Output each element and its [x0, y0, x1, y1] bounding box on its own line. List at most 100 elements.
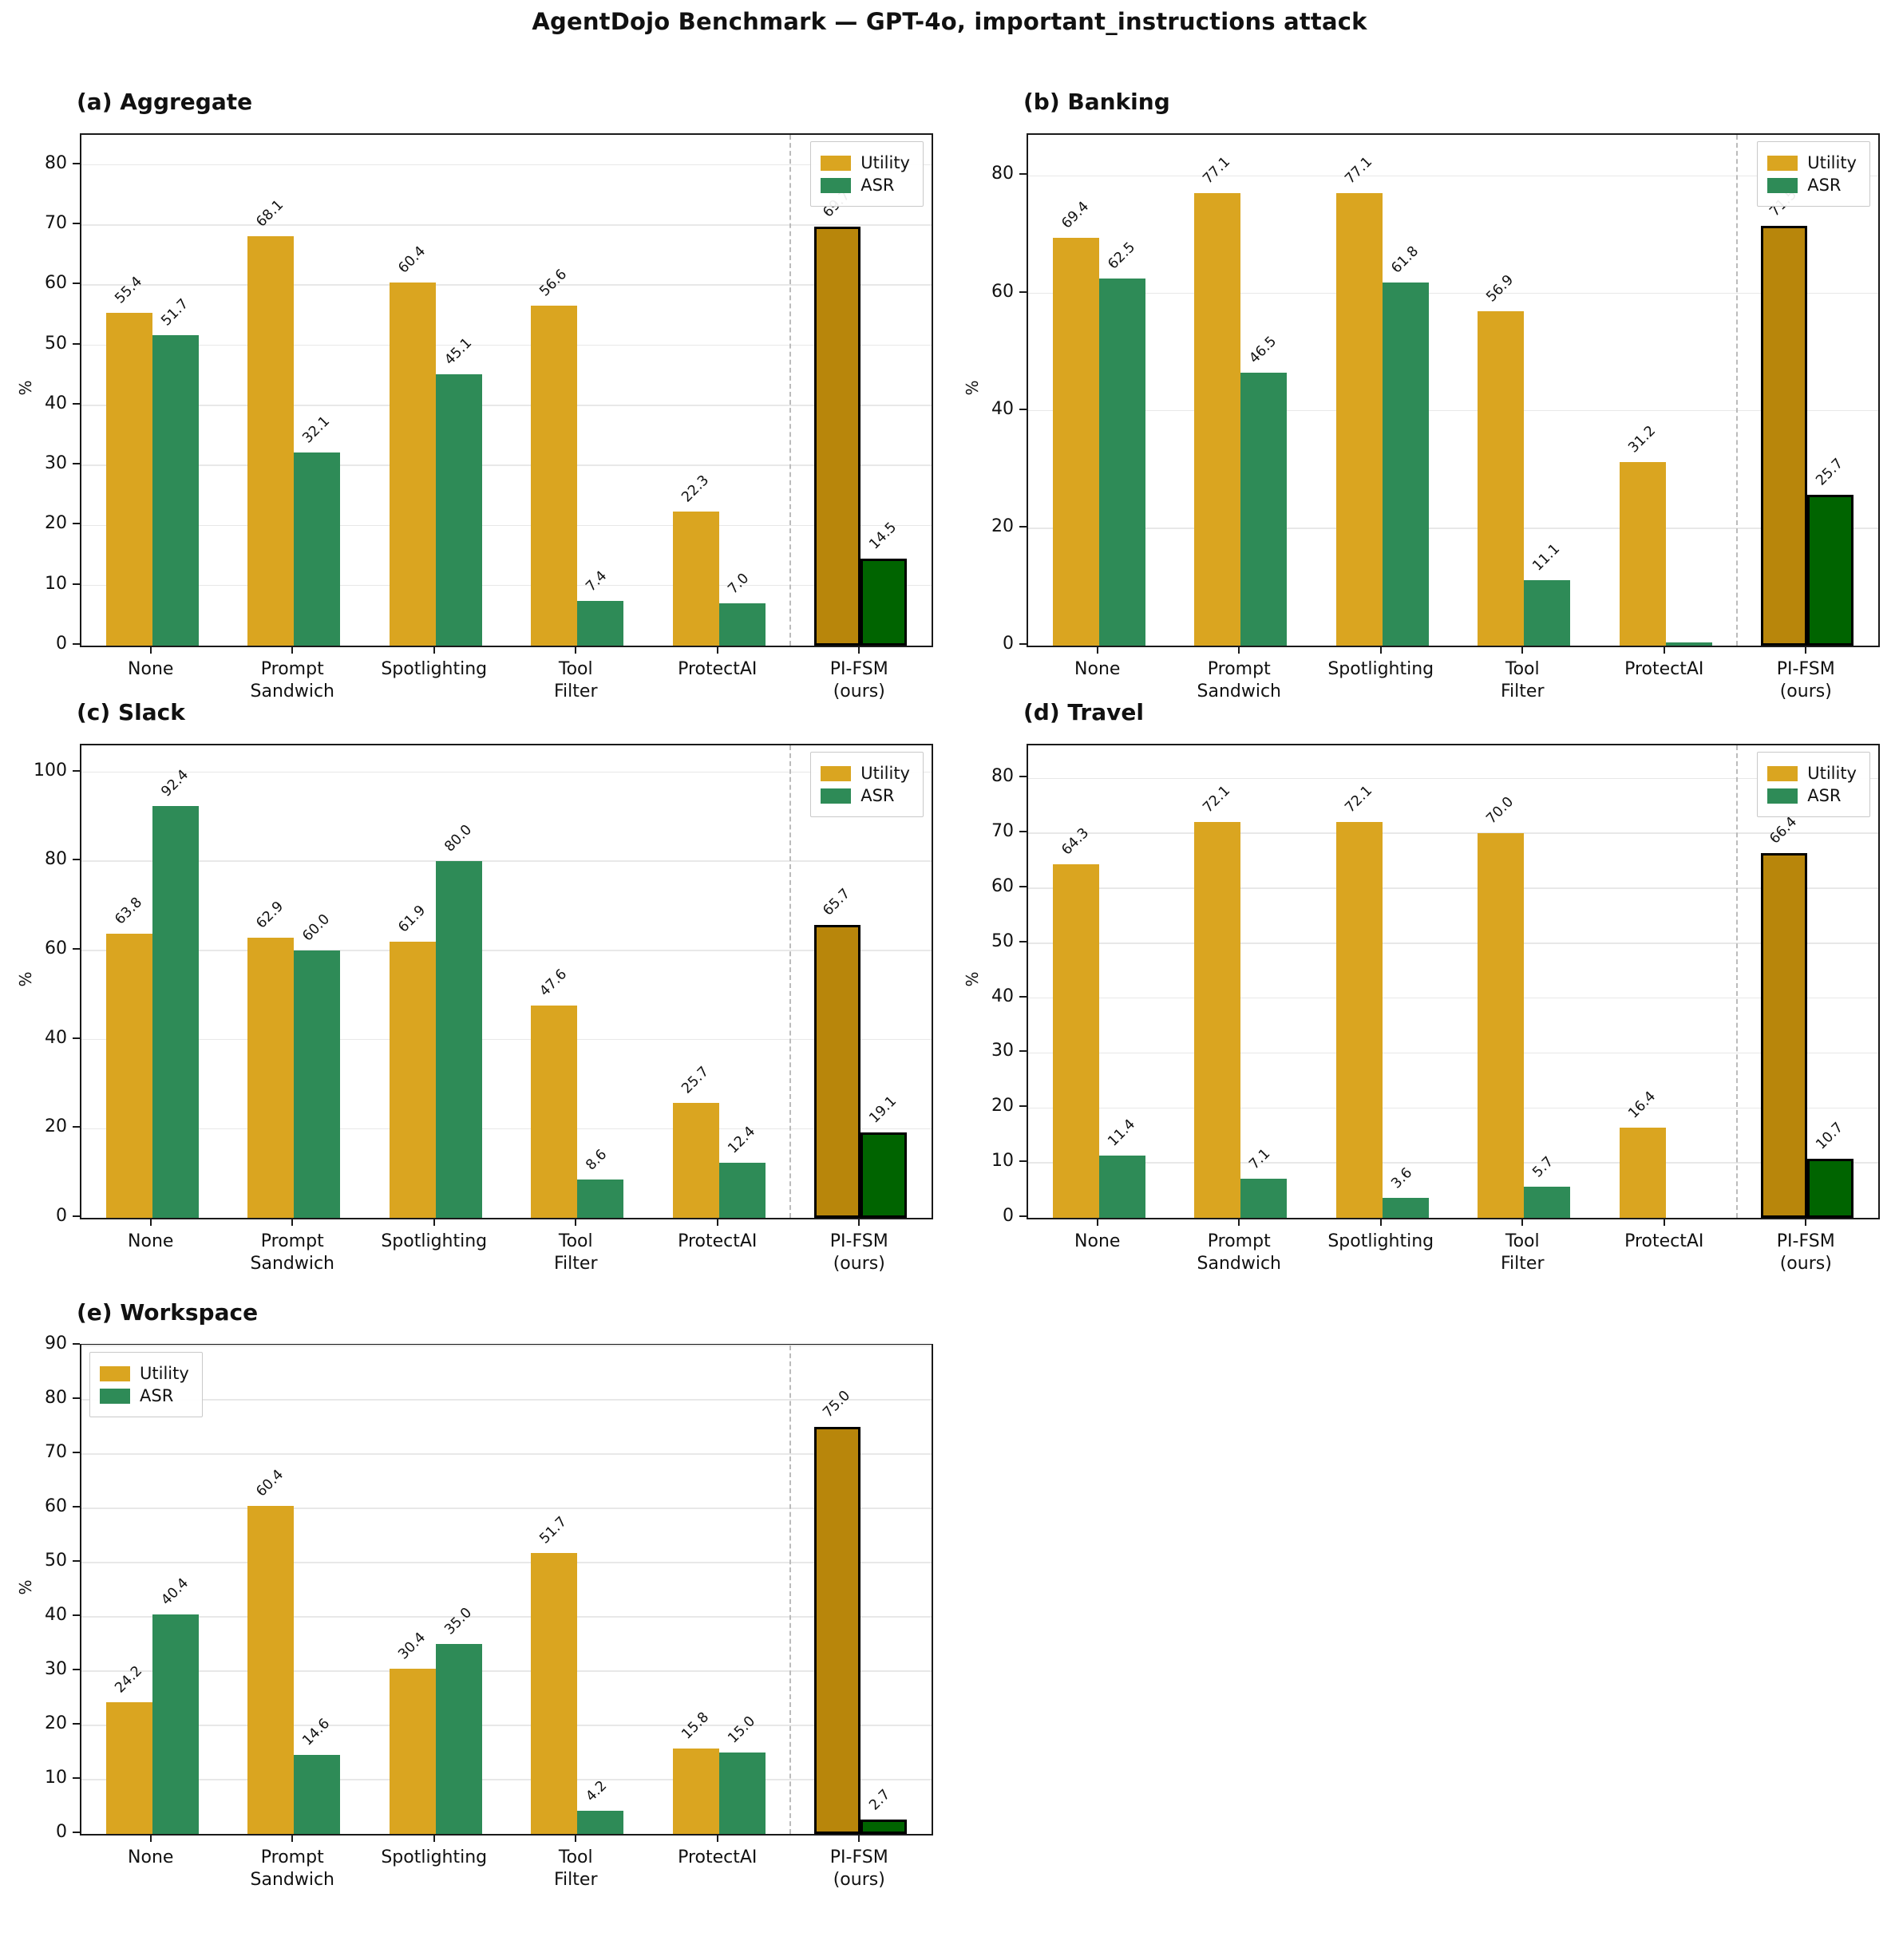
bar-utility-tool-filter [531, 1553, 578, 1834]
y-tick-mark [73, 1215, 80, 1217]
legend-row-asr: ASR [821, 786, 910, 805]
gridline [81, 950, 932, 951]
panel-c-slack: (c) Slack 63.8 92.4 62.9 60.0 61.9 80.0 47.6 8.6… [0, 686, 949, 1344]
bar-value-label: 4.2 [583, 1778, 611, 1806]
x-tick-mark [149, 1218, 152, 1226]
y-tick-label: 80 [45, 1388, 67, 1408]
y-tick-mark [1019, 885, 1027, 887]
bar-value-label: 77.1 [1200, 153, 1234, 188]
bar-asr-protectai [718, 603, 766, 646]
x-tick-label-line: Prompt [260, 1231, 324, 1251]
x-tick-label-line: (ours) [1779, 1254, 1832, 1274]
bar-value-label: 16.4 [1625, 1088, 1659, 1122]
bar-value-label: 40.4 [158, 1575, 192, 1609]
bar-value-label: 75.0 [820, 1387, 854, 1421]
x-tick-label-line: Spotlighting [1327, 1231, 1434, 1251]
gridline [81, 584, 932, 587]
gridline [81, 464, 932, 466]
x-tick-label-line: None [128, 659, 174, 679]
bar-asr-spotlighting [435, 374, 482, 646]
x-tick-label-none: None [1010, 1231, 1185, 1253]
x-tick-mark [1238, 1218, 1240, 1226]
gridline [1028, 942, 1878, 944]
separator-line [789, 745, 791, 1218]
gridline [81, 405, 932, 406]
y-tick-label: 60 [991, 875, 1014, 896]
y-tick-label: 60 [45, 273, 67, 294]
x-tick-label-spotlighting: Spotlighting [346, 658, 522, 681]
bar-value-label: 51.7 [536, 1514, 571, 1548]
y-tick-label: 80 [991, 164, 1014, 184]
bar-asr-pi-fsm-ours [860, 1132, 908, 1218]
legend-swatch-asr [100, 1388, 130, 1404]
bar-utility-spotlighting [389, 1669, 436, 1834]
y-tick-label: 10 [45, 1768, 67, 1788]
bar-asr-pi-fsm-ours [860, 1819, 908, 1834]
legend: Utility ASR [89, 1352, 203, 1417]
legend-swatch-asr [1767, 177, 1798, 193]
legend-swatch-asr [821, 177, 852, 193]
bar-utility-none [1052, 238, 1099, 646]
x-tick-mark [149, 646, 152, 654]
bar-value-label: 30.4 [395, 1630, 429, 1663]
bar-value-label: 15.8 [678, 1709, 712, 1743]
bar-asr-none [1098, 279, 1145, 646]
legend-row-utility: Utility [1767, 153, 1857, 172]
y-tick-mark [73, 643, 80, 645]
x-tick-label-prompt-sandwich: Prompt Sandwich [1151, 658, 1327, 703]
y-tick-label: 40 [45, 1605, 67, 1625]
gridline [1028, 997, 1878, 999]
plot-area: 24.2 40.4 60.4 14.6 30.4 35.0 51.7 4.2 15.8 15.0 7… [80, 1344, 933, 1836]
y-tick-mark [1019, 995, 1027, 998]
bar-utility-tool-filter [1478, 311, 1525, 646]
bar-utility-protectai [672, 512, 719, 646]
legend-label-asr: ASR [1807, 176, 1842, 195]
y-tick-label: 70 [991, 821, 1014, 842]
gridline [1028, 175, 1878, 177]
bar-utility-none [105, 312, 152, 646]
x-tick-label-pi-fsm-ours: PI-FSM (ours) [1718, 1231, 1893, 1275]
y-tick-label: 30 [991, 1041, 1014, 1061]
bar-utility-protectai [672, 1748, 719, 1834]
y-tick-label: 30 [45, 453, 67, 474]
legend-label-utility: Utility [860, 764, 910, 783]
x-tick-mark [1805, 646, 1807, 654]
y-tick-label: 50 [45, 333, 67, 354]
x-tick-label-tool-filter: Tool Filter [1434, 658, 1610, 703]
y-tick-mark [1019, 408, 1027, 410]
bar-value-label: 45.1 [441, 335, 475, 369]
bar-value-label: 51.7 [158, 295, 192, 330]
y-tick-mark [73, 769, 80, 772]
bar-value-label: 24.2 [112, 1663, 145, 1697]
bar-value-label: 46.5 [1246, 333, 1280, 367]
y-tick-label: 70 [45, 212, 67, 233]
y-tick-label: 100 [34, 760, 67, 780]
y-tick-mark [73, 523, 80, 525]
bar-asr-protectai [718, 1753, 766, 1834]
y-tick-label: 80 [45, 849, 67, 870]
bar-value-label: 14.6 [299, 1715, 334, 1749]
legend-swatch-utility [1767, 765, 1798, 781]
y-tick-label: 0 [56, 1206, 67, 1226]
separator-line [1735, 135, 1738, 646]
plot-area: 55.451.768.132.160.445.156.67.422.37.069… [80, 133, 933, 647]
x-tick-label-line: Filter [554, 1870, 598, 1890]
bar-asr-tool-filter [577, 601, 624, 646]
y-tick-mark [73, 583, 80, 585]
legend-swatch-utility [821, 155, 852, 171]
x-tick-label-line: None [128, 1847, 174, 1867]
legend-swatch-utility [821, 765, 852, 781]
y-axis-label: % [16, 971, 35, 987]
y-tick-mark [73, 1777, 80, 1779]
bar-utility-spotlighting [389, 942, 436, 1218]
bar-asr-none [152, 1614, 199, 1834]
legend: Utility ASR [810, 141, 924, 207]
x-tick-label-prompt-sandwich: Prompt Sandwich [204, 1231, 380, 1275]
x-tick-label-line: Spotlighting [1327, 659, 1434, 679]
x-tick-label-protectai: ProtectAI [1577, 1231, 1752, 1253]
x-tick-label-line: ProtectAI [678, 1231, 758, 1251]
bar-asr-spotlighting [1382, 283, 1429, 646]
x-tick-label-line: Filter [554, 1254, 598, 1274]
legend-label-asr: ASR [860, 786, 895, 805]
x-tick-label-pi-fsm-ours: PI-FSM (ours) [1718, 658, 1893, 703]
